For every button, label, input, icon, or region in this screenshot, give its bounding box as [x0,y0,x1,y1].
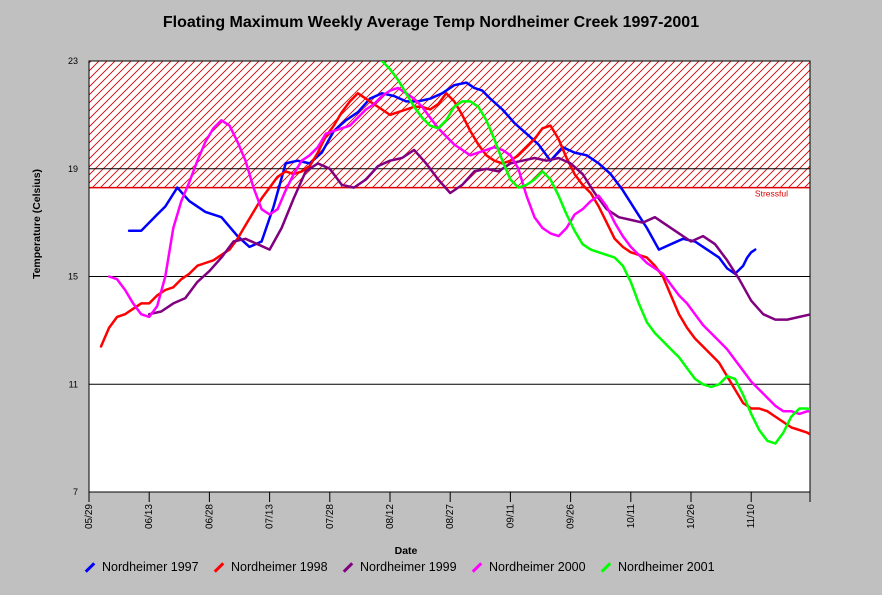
x-tick-label: 10/11 [626,504,637,529]
legend-swatch [84,561,96,573]
series-line-5 [380,61,810,445]
legend-label: Nordheimer 1997 [102,560,199,574]
legend-swatch [342,561,354,573]
y-tick-label: 23 [68,56,78,66]
x-tick-label: 07/13 [265,504,276,529]
legend-swatch [600,561,612,573]
x-tick-label: 06/13 [144,504,155,529]
legend-item: Nordheimer 2001 [600,560,715,574]
y-tick-label: 19 [68,164,78,174]
legend-label: Nordheimer 2000 [489,560,586,574]
legend-item: Nordheimer 1998 [213,560,328,574]
x-tick-label: 07/28 [325,504,336,529]
legend-item: Nordheimer 1997 [84,560,199,574]
x-tick-label: 09/11 [505,504,516,529]
legend-swatch [213,561,225,573]
series-line-3 [147,148,810,321]
legend-swatch [471,561,483,573]
plot-border [88,60,811,493]
y-tick-label: 15 [68,272,78,282]
x-tick-label: 11/10 [746,504,757,529]
x-tick-label: 06/28 [204,504,215,529]
x-tick-label: 05/29 [84,504,95,529]
stressful-band [88,60,811,189]
chart-title: Floating Maximum Weekly Average Temp Nor… [162,14,700,31]
x-tick-label: 10/26 [686,504,697,529]
y-tick-label: 11 [69,379,78,389]
x-tick-label: 08/12 [385,504,396,529]
series-line-2 [99,92,810,436]
chart-legend: Nordheimer 1997 Nordheimer 1998 Nordheimer… [0,560,882,580]
stressful-label: Stressful [755,189,788,199]
legend-item: Nordheimer 2000 [471,560,586,574]
x-tick-label: 09/26 [566,504,577,529]
legend-label: Nordheimer 1998 [231,560,328,574]
legend-item: Nordheimer 1999 [342,560,457,574]
x-tick-label: 08/27 [445,504,456,529]
series-line-4 [107,86,810,416]
legend-label: Nordheimer 2001 [618,560,715,574]
legend-label: Nordheimer 1999 [360,560,457,574]
x-axis-label: Date [395,545,418,557]
y-tick-label: 7 [73,487,78,497]
y-axis-label: Temperature (Celsius) [31,169,43,279]
